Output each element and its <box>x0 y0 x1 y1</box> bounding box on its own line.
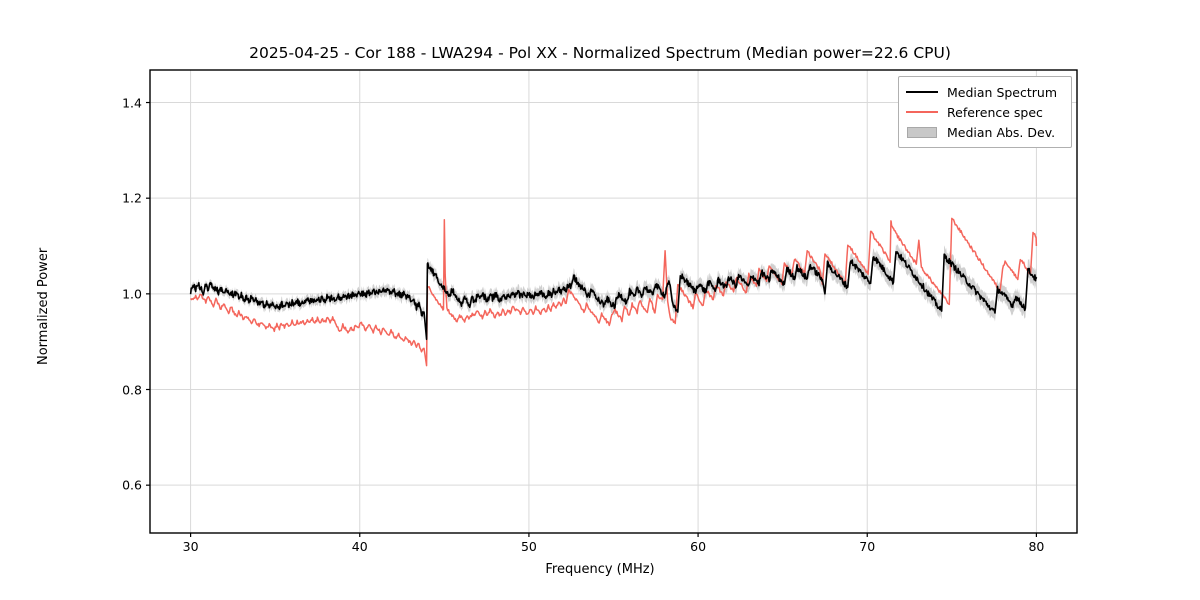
mad-band-area <box>190 244 1037 346</box>
y-tick-label: 0.8 <box>122 382 142 397</box>
x-tick-label: 70 <box>859 539 876 554</box>
legend-line-swatch <box>906 105 938 119</box>
legend-label: Median Abs. Dev. <box>947 124 1056 140</box>
chart-title: 2025-04-25 - Cor 188 - LWA294 - Pol XX -… <box>249 44 951 62</box>
y-tick-label: 1.4 <box>122 95 142 111</box>
legend-line-swatch <box>906 85 938 99</box>
axis-tick-marks <box>146 101 1038 537</box>
x-axis-label: Frequency (MHz) <box>545 562 655 577</box>
x-tick-label: 40 <box>351 539 368 554</box>
legend-label: Median Spectrum <box>947 84 1058 100</box>
axes-frame <box>149 69 1078 534</box>
y-tick-label: 1.0 <box>122 286 142 302</box>
data-series <box>189 217 1038 367</box>
x-tick-label: 30 <box>182 539 199 554</box>
line-swatch-icon <box>906 91 938 93</box>
line-reference-spec <box>189 217 1038 367</box>
x-tick-label: 50 <box>520 539 537 554</box>
legend-patch-swatch <box>906 125 938 139</box>
x-tick-label: 60 <box>690 539 707 554</box>
line-median-spectrum <box>189 251 1038 341</box>
y-tick-label: 1.2 <box>122 190 142 206</box>
x-tick-label: 80 <box>1028 539 1045 554</box>
mad-patch-icon <box>907 127 937 138</box>
y-axis-label: Normalized Power <box>36 247 51 365</box>
y-tick-label: 0.6 <box>122 477 142 493</box>
legend-item[interactable]: Reference spec <box>906 102 1064 122</box>
line-swatch-icon <box>906 111 938 113</box>
legend-item[interactable]: Median Spectrum <box>906 82 1064 102</box>
legend-item[interactable]: Median Abs. Dev. <box>906 122 1064 142</box>
chart-legend[interactable]: Median Spectrum Reference spec Median Abs.… <box>898 76 1072 148</box>
legend-label: Reference spec <box>947 104 1043 120</box>
